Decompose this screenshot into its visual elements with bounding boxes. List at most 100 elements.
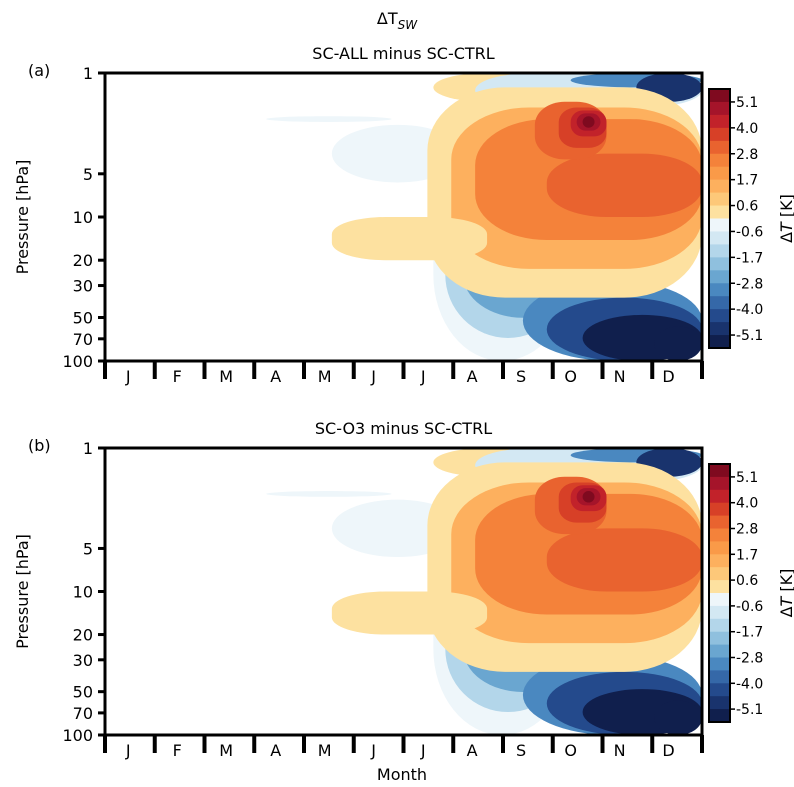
colorbar-band (709, 567, 730, 581)
colorbar-tick-label: -5.1 (736, 702, 763, 718)
x-tick-label: M (318, 741, 332, 760)
contour-region (654, 326, 702, 361)
colorbar-band (709, 244, 730, 258)
colorbar-band (709, 192, 730, 207)
contour-region (266, 116, 392, 122)
y-tick-label: 10 (73, 583, 93, 602)
colorbar-band (709, 670, 730, 684)
y-axis-label: Pressure [hPa] (13, 160, 32, 275)
colorbar-band (709, 322, 730, 336)
x-tick-label: J (125, 741, 131, 760)
colorbar-label: ΔT [K] (777, 194, 794, 243)
colorbar-frame (708, 463, 731, 723)
contour-fill (266, 73, 702, 361)
colorbar-band (709, 153, 730, 168)
panel-title: SC-O3 minus SC-CTRL (315, 419, 492, 438)
colorbar-tick-label: 4.0 (736, 496, 758, 512)
x-tick-label: S (516, 367, 526, 386)
colorbar-tick-label: -1.7 (736, 625, 763, 641)
x-tick-label: J (420, 367, 426, 386)
x-tick-label: F (173, 367, 182, 386)
colorbar-band (709, 335, 730, 349)
colorbar-band (709, 644, 730, 659)
y-tick-label: 30 (73, 277, 93, 296)
x-tick-label: D (662, 367, 674, 386)
y-tick-label: 1 (83, 439, 93, 458)
panel-label: (b) (28, 436, 51, 455)
x-tick-label: J (370, 741, 376, 760)
contour-region (546, 153, 702, 217)
x-tick-label: J (125, 367, 131, 386)
colorbar-band (709, 541, 730, 555)
x-tick-label: M (318, 367, 332, 386)
colorbar-tick-label: -4.0 (736, 676, 763, 692)
colorbar-tick-label: 2.8 (736, 522, 758, 538)
colorbar-band (709, 580, 730, 594)
colorbar-band (709, 489, 730, 504)
colorbar-tick-label: -5.1 (736, 328, 763, 344)
colorbar-band (709, 515, 730, 530)
y-tick-label: 30 (73, 651, 93, 670)
colorbar-frame (708, 88, 731, 349)
y-tick-label: 20 (73, 251, 93, 270)
x-tick-label: O (564, 741, 577, 760)
x-tick-label: O (564, 367, 577, 386)
contour-region (546, 528, 702, 592)
colorbar-band (709, 114, 730, 129)
colorbar-band (709, 231, 730, 245)
x-tick-label: M (219, 741, 233, 760)
x-tick-label: A (270, 741, 281, 760)
colorbar-band (709, 528, 730, 542)
chart-panel-b: (b) SC-O3 minus SC-CTRL 1 5 10 20 30 50 70 100 Pre… (13, 419, 794, 760)
contour-region (331, 591, 488, 635)
colorbar-band (709, 554, 730, 568)
x-tick-label: A (270, 367, 281, 386)
y-axis-label: Pressure [hPa] (13, 534, 32, 649)
colorbar-tick-label: 5.1 (736, 95, 758, 111)
contour-fill (266, 448, 702, 735)
figure-title: ΔTSW (377, 9, 418, 32)
colorbar-tick-label: -2.8 (736, 276, 763, 292)
x-tick-label: N (614, 741, 626, 760)
x-tick-label: D (662, 741, 674, 760)
y-tick-label: 100 (62, 726, 93, 745)
y-tick-label: 10 (73, 208, 93, 227)
colorbar-band (709, 696, 730, 710)
contour-region (331, 217, 488, 261)
contour-region (582, 116, 595, 128)
colorbar-tick-label: 2.8 (736, 147, 758, 163)
colorbar-band (709, 683, 730, 697)
y-tick-label: 1 (83, 64, 93, 83)
y-tick-label: 70 (73, 330, 93, 349)
contour-region (654, 700, 702, 735)
colorbar-tick-label: 0.6 (736, 199, 758, 215)
colorbar-band (709, 631, 730, 646)
chart-panel-a: (a) SC-ALL minus SC-CTRL 1 5 10 20 30 50 70 100 Pr… (13, 44, 794, 386)
y-tick-label: 5 (83, 165, 93, 184)
colorbar-band (709, 140, 730, 155)
colorbar-tick-label: -0.6 (736, 224, 763, 240)
colorbar-band (709, 593, 730, 607)
x-tick-label: M (219, 367, 233, 386)
colorbar-tick-label: 4.0 (736, 121, 758, 137)
x-tick-label: A (467, 741, 478, 760)
colorbar-band (709, 657, 730, 671)
panel-label: (a) (28, 61, 50, 80)
colorbar-tick-label: -2.8 (736, 651, 763, 667)
colorbar: 5.1 4.0 2.8 1.7 0.6 -0.6 -1.7 -2.8 -4.0 -5.1 ΔT [K… (708, 88, 794, 349)
y-tick-label: 5 (83, 539, 93, 558)
x-tick-label: A (467, 367, 478, 386)
colorbar-band (709, 179, 730, 194)
colorbar-band (709, 101, 730, 116)
colorbar-tick-label: -4.0 (736, 302, 763, 318)
colorbar-tick-label: 5.1 (736, 470, 758, 486)
y-tick-label: 50 (73, 683, 93, 702)
y-tick-label: 50 (73, 309, 93, 328)
x-tick-label: N (614, 367, 626, 386)
colorbar: 5.1 4.0 2.8 1.7 0.6 -0.6 -1.7 -2.8 -4.0 -5.1 ΔT [K… (708, 463, 794, 723)
colorbar-tick-label: -1.7 (736, 250, 763, 266)
x-tick-label: J (370, 367, 376, 386)
colorbar-tick-label: 1.7 (736, 173, 758, 189)
colorbar-band (709, 618, 730, 633)
x-tick-label: J (420, 741, 426, 760)
